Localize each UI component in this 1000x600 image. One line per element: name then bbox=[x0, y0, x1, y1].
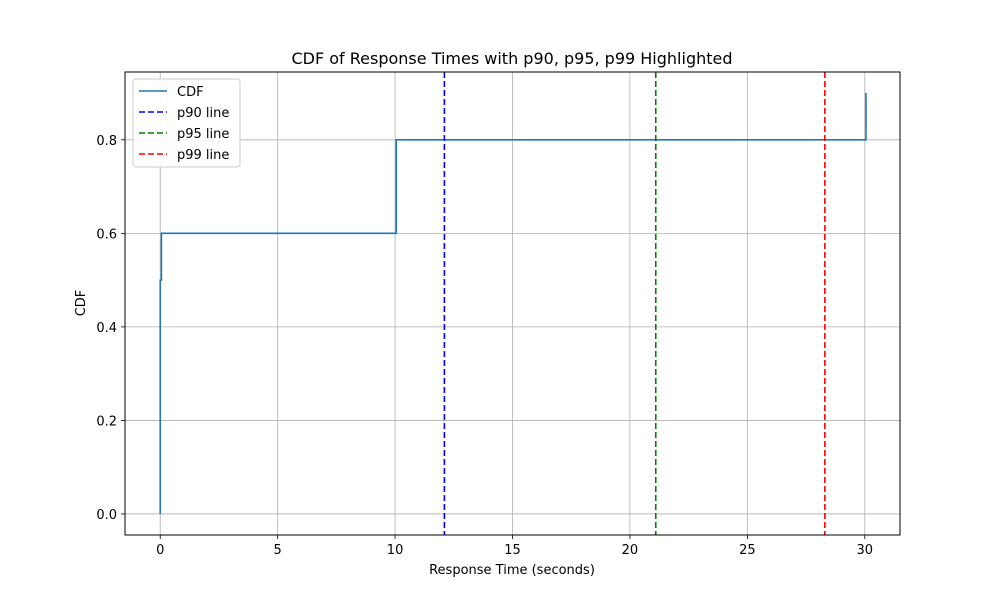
y-tick-label: 0.4 bbox=[96, 321, 117, 336]
cdf-series-line bbox=[159, 93, 867, 514]
legend-label: p99 line bbox=[177, 148, 229, 163]
x-tick-label: 20 bbox=[622, 543, 639, 558]
x-tick-label: 10 bbox=[387, 543, 404, 558]
chart-title: CDF of Response Times with p90, p95, p99… bbox=[291, 49, 732, 68]
y-axis-label: CDF bbox=[74, 290, 89, 317]
grid-lines bbox=[125, 72, 900, 535]
legend-box bbox=[132, 78, 241, 168]
plot-data bbox=[159, 72, 867, 535]
x-tick-label: 30 bbox=[856, 543, 873, 558]
x-tick-label: 0 bbox=[156, 543, 164, 558]
y-tick-label: 0.0 bbox=[96, 508, 117, 523]
legend: CDF p90 line p95 line p99 line bbox=[132, 78, 241, 168]
x-tick-label: 25 bbox=[739, 543, 756, 558]
legend-label: p90 line bbox=[177, 106, 229, 121]
legend-label: CDF bbox=[177, 85, 204, 100]
legend-label: p95 line bbox=[177, 127, 229, 142]
x-tick-label: 15 bbox=[504, 543, 521, 558]
x-tick-label: 5 bbox=[274, 543, 282, 558]
x-axis-label: Response Time (seconds) bbox=[429, 563, 595, 578]
axis-ticks: 0 5 10 15 20 25 30 0.0 0.2 0.4 0.6 0.8 bbox=[96, 134, 873, 558]
y-tick-label: 0.8 bbox=[96, 134, 117, 149]
y-tick-label: 0.2 bbox=[96, 414, 117, 429]
y-tick-label: 0.6 bbox=[96, 227, 117, 242]
